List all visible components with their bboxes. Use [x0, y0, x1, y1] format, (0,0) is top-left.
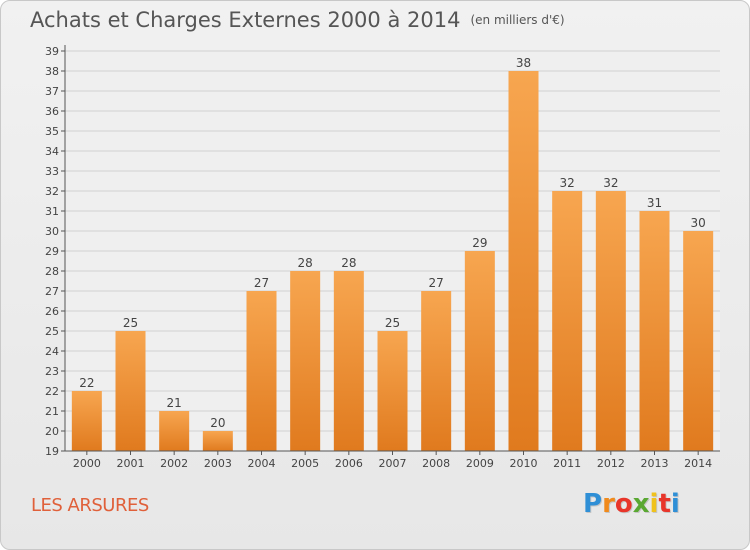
proxiti-logo[interactable]: Proxiti [583, 489, 680, 519]
y-tick-label: 34 [45, 145, 59, 158]
data-label: 38 [516, 56, 531, 70]
chart-title: Achats et Charges Externes 2000 à 2014 (e… [30, 8, 565, 32]
x-tick-label: 2012 [597, 457, 625, 470]
x-tick-label: 2013 [641, 457, 669, 470]
y-tick-label: 37 [45, 85, 59, 98]
y-tick-label: 22 [45, 385, 59, 398]
y-tick-label: 26 [45, 305, 59, 318]
bar-2014 [683, 231, 714, 451]
data-label: 27 [429, 276, 444, 290]
x-tick-label: 2001 [117, 457, 145, 470]
data-label: 21 [167, 396, 182, 410]
y-tick-label: 29 [45, 245, 59, 258]
y-tick-label: 30 [45, 225, 59, 238]
y-tick-label: 21 [45, 405, 59, 418]
bars [71, 71, 714, 451]
data-label: 27 [254, 276, 269, 290]
x-tick-label: 2011 [553, 457, 581, 470]
logo-letter: r [602, 489, 615, 519]
bar-2010 [508, 71, 539, 451]
bar-2012 [595, 191, 626, 451]
y-tick-label: 33 [45, 165, 59, 178]
x-tick-label: 2008 [422, 457, 450, 470]
y-tick-label: 31 [45, 205, 59, 218]
y-tick-label: 32 [45, 185, 59, 198]
data-label: 25 [123, 316, 138, 330]
data-labels: 22 25 21 20 27 28 28 25 27 29 38 32 32 31 30 [79, 56, 706, 430]
data-label: 28 [341, 256, 356, 270]
logo-letter: i [670, 489, 680, 519]
y-tick-label: 39 [45, 45, 59, 58]
bar-2006 [333, 271, 364, 451]
bar-2013 [639, 211, 670, 451]
data-label: 30 [691, 216, 706, 230]
bar-2009 [464, 251, 495, 451]
bar-2004 [246, 291, 277, 451]
bar-2000 [71, 391, 102, 451]
y-tick-label: 19 [45, 445, 59, 458]
y-tick-label: 38 [45, 65, 59, 78]
y-tick-label: 36 [45, 105, 59, 118]
logo-letter: i [649, 489, 659, 519]
x-tick-label: 2014 [684, 457, 712, 470]
logo-letter: t [658, 489, 671, 519]
x-tick-label: 2007 [379, 457, 407, 470]
bar-2001 [115, 331, 146, 451]
y-tick-label: 20 [45, 425, 59, 438]
x-tick-label: 2009 [466, 457, 494, 470]
y-tick-label: 24 [45, 345, 59, 358]
chart-title-text: Achats et Charges Externes 2000 à 2014 [30, 8, 461, 32]
chart-unit-label: (en milliers d'€) [470, 13, 565, 27]
logo-letter: o [614, 489, 633, 519]
data-label: 20 [210, 416, 225, 430]
data-label: 22 [79, 376, 94, 390]
x-tick-label: 2005 [291, 457, 319, 470]
y-tick-label: 28 [45, 265, 59, 278]
data-label: 32 [603, 176, 618, 190]
x-tick-label: 2004 [248, 457, 276, 470]
bar-2005 [290, 271, 321, 451]
data-label: 25 [385, 316, 400, 330]
bar-2003 [202, 431, 233, 451]
bar-2002 [159, 411, 190, 451]
y-tick-label: 27 [45, 285, 59, 298]
y-tick-label: 35 [45, 125, 59, 138]
data-label: 32 [560, 176, 575, 190]
logo-letter: x [632, 489, 650, 519]
data-label: 29 [472, 236, 487, 250]
logo-letter: P [583, 489, 603, 519]
y-tick-label: 23 [45, 365, 59, 378]
x-tick-label: 2010 [510, 457, 538, 470]
y-tick-label: 25 [45, 325, 59, 338]
x-tick-label: 2006 [335, 457, 363, 470]
x-tick-label: 2003 [204, 457, 232, 470]
data-label: 28 [298, 256, 313, 270]
x-tick-label: 2000 [73, 457, 101, 470]
bar-2007 [377, 331, 408, 451]
bar-2011 [552, 191, 583, 451]
bar-2008 [421, 291, 452, 451]
x-tick-label: 2002 [160, 457, 188, 470]
commune-name: LES ARSURES [31, 495, 149, 516]
axes: 19 20 21 22 23 24 25 26 27 28 29 30 31 32 33 34 35 36 37 38… [45, 45, 720, 470]
data-label: 31 [647, 196, 662, 210]
